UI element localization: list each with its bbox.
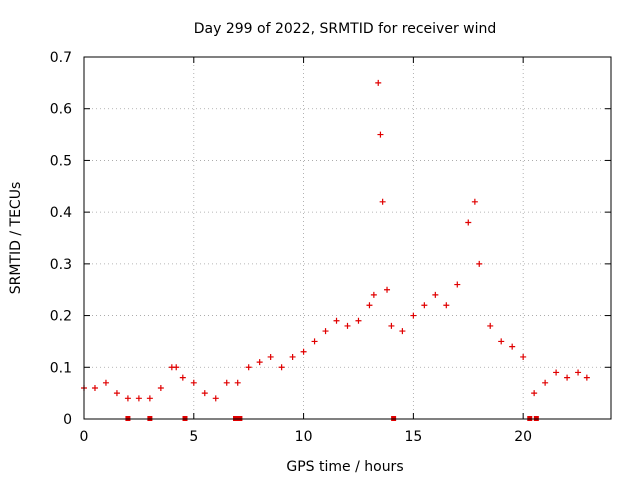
data-point — [289, 353, 296, 360]
data-point — [124, 395, 131, 402]
data-point — [384, 286, 391, 293]
data-point — [471, 198, 478, 205]
y-tick-label: 0.5 — [50, 153, 72, 169]
data-point — [583, 374, 590, 381]
data-point — [553, 369, 560, 376]
data-point — [322, 328, 329, 335]
y-tick-label: 0 — [63, 412, 72, 428]
data-point — [300, 348, 307, 355]
y-tick-label: 0.4 — [50, 205, 72, 221]
data-point — [366, 302, 373, 309]
data-point — [498, 338, 505, 345]
data-point — [454, 281, 461, 288]
x-tick-label: 20 — [514, 429, 532, 445]
data-point — [410, 312, 417, 319]
chart-title: Day 299 of 2022, SRMTID for receiver win… — [194, 21, 497, 37]
data-point — [135, 395, 142, 402]
data-point — [333, 317, 340, 324]
data-point — [509, 343, 516, 350]
y-tick-label: 0.3 — [50, 257, 72, 273]
data-point — [91, 384, 98, 391]
data-point — [575, 369, 582, 376]
data-point — [355, 317, 362, 324]
data-point — [146, 395, 153, 402]
plot-frame — [83, 56, 612, 420]
data-point — [179, 374, 186, 381]
data-point — [487, 322, 494, 329]
data-point — [223, 379, 230, 386]
y-tick-label: 0.2 — [50, 309, 72, 325]
data-points — [81, 79, 590, 402]
x-tick-label: 15 — [404, 429, 422, 445]
data-point — [375, 79, 382, 86]
axis-ticks: 0 5 10 15 20 0 0.1 0.2 0.3 0.4 0.5 0.6 0.7 — [50, 50, 611, 445]
data-point — [399, 328, 406, 335]
data-point — [201, 390, 208, 397]
data-point — [443, 302, 450, 309]
data-point — [245, 364, 252, 371]
data-point — [377, 131, 384, 138]
y-tick-label: 0.1 — [50, 360, 72, 376]
data-point — [520, 353, 527, 360]
data-point — [113, 390, 120, 397]
data-point — [476, 260, 483, 267]
grid-lines — [84, 57, 611, 419]
y-tick-label: 0.7 — [50, 50, 72, 66]
data-point — [311, 338, 318, 345]
data-point — [379, 198, 386, 205]
data-point — [531, 390, 538, 397]
x-tick-label: 0 — [80, 429, 89, 445]
x-axis-label: GPS time / hours — [286, 459, 403, 475]
data-point — [421, 302, 428, 309]
data-point — [190, 379, 197, 386]
data-point — [212, 395, 219, 402]
data-point — [432, 291, 439, 298]
data-point — [388, 322, 395, 329]
data-point — [344, 322, 351, 329]
data-point — [157, 384, 164, 391]
y-axis-label: SRMTID / TECUs — [8, 182, 24, 295]
x-tick-label: 5 — [189, 429, 198, 445]
data-point — [542, 379, 549, 386]
data-point — [278, 364, 285, 371]
data-point — [465, 219, 472, 226]
data-point — [173, 364, 180, 371]
data-point — [267, 353, 274, 360]
x-tick-label: 10 — [295, 429, 313, 445]
data-point — [564, 374, 571, 381]
data-point — [256, 359, 263, 366]
data-point — [102, 379, 109, 386]
y-tick-label: 0.6 — [50, 102, 72, 118]
data-point — [370, 291, 377, 298]
data-point — [234, 379, 241, 386]
